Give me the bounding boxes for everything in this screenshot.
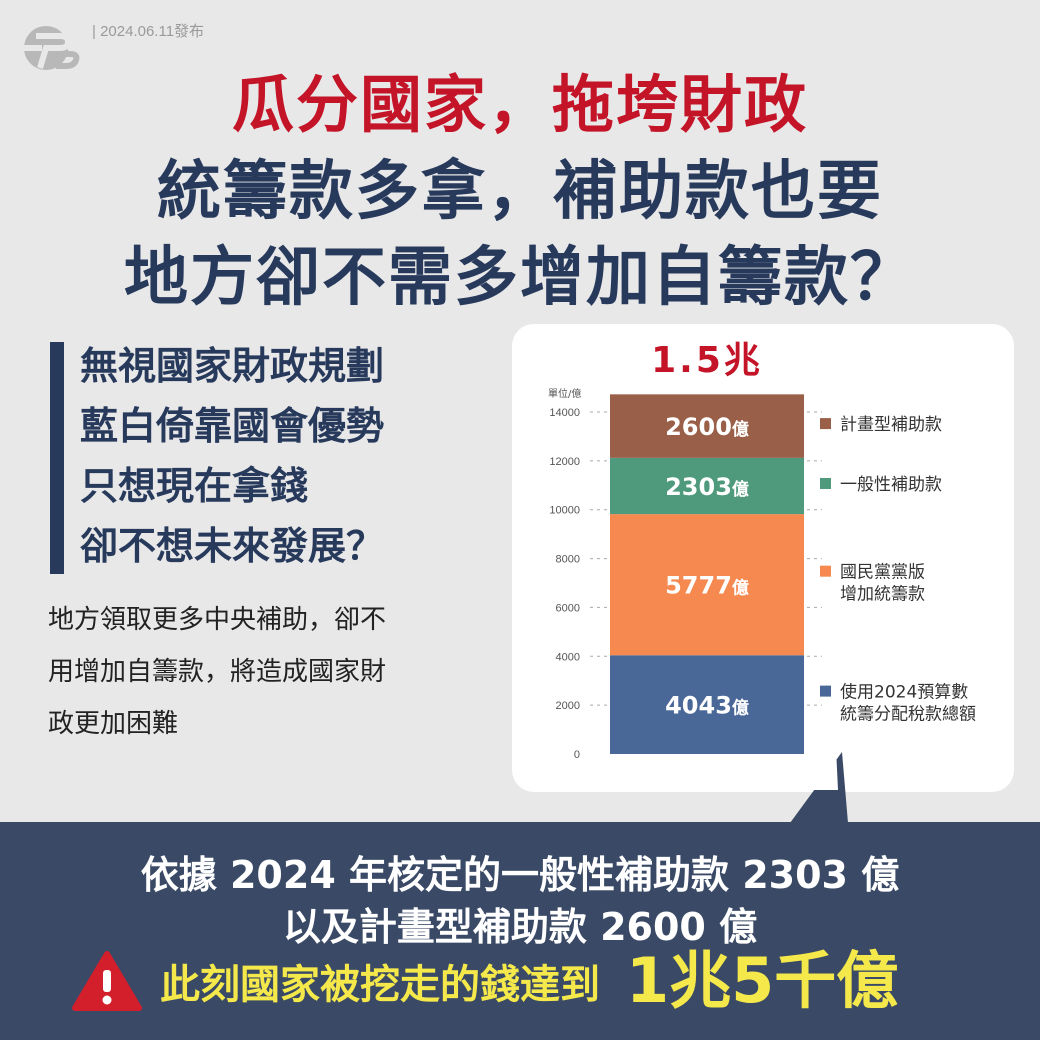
- bottom-line-3: 此刻國家被挖走的錢達到 1兆5千億: [72, 950, 898, 1012]
- bottom-line-1: 依據 2024 年核定的一般性補助款 2303 億: [140, 853, 900, 897]
- y-tick-label: 0: [574, 749, 580, 761]
- description: 地方領取更多中央補助，卻不 用增加自籌款，將造成國家財 政更加困難: [48, 596, 488, 752]
- description-line: 地方領取更多中央補助，卻不: [48, 605, 387, 635]
- legend-label: 計畫型補助款: [840, 415, 942, 435]
- chart-card: 1.5兆單位/億 0 2000 4000 6000 8000 10000 12000 14000…: [512, 324, 1014, 792]
- publish-date: | 2024.06.11發布: [92, 23, 205, 40]
- bar-segment: [610, 655, 804, 754]
- y-tick-label: 2000: [556, 700, 580, 712]
- headline-line-1: 瓜分國家，拖垮財政: [231, 68, 808, 141]
- chart-total-label: 1.5兆: [651, 340, 763, 381]
- dpp-logo: [24, 26, 80, 70]
- y-tick-label: 12000: [549, 456, 580, 468]
- description-line: 政更加困難: [48, 709, 179, 739]
- legend-label: 統籌分配稅款總額: [840, 705, 976, 725]
- quote-block: 無視國家財政規劃 藍白倚靠國會優勢 只想現在拿錢 卻不想未來發展？: [80, 338, 384, 578]
- bottom-panel: 依據 2024 年核定的一般性補助款 2303 億 以及計畫型補助款 2600 …: [0, 822, 1040, 1040]
- bottom-statement: 此刻國家被挖走的錢達到: [160, 962, 600, 1008]
- y-axis-unit-label: 單位/億: [548, 387, 581, 400]
- bar-data-label: 5777億: [665, 572, 749, 600]
- bar-segment: [610, 457, 804, 515]
- headline-line-2: 統籌款多拿，補助款也要: [157, 155, 883, 229]
- bar-data-label: 2600億: [665, 413, 749, 441]
- bar-data-label: 4043億: [665, 692, 749, 720]
- legend-label: 增加統籌款: [840, 585, 925, 605]
- description-line: 用增加自籌款，將造成國家財: [48, 657, 387, 687]
- quote-line: 卻不想未來發展？: [80, 524, 385, 568]
- bar-data-label: 2303億: [665, 473, 749, 501]
- legend-label: 使用2024預算數: [840, 682, 968, 703]
- y-tick-label: 14000: [549, 407, 580, 419]
- headline-line-3: 地方卻不需多增加自籌款？: [124, 241, 916, 315]
- quote-line: 無視國家財政規劃: [80, 344, 385, 388]
- quote-line: 只想現在拿錢: [80, 464, 309, 508]
- y-tick-label: 8000: [556, 554, 580, 566]
- legend-swatch: [820, 565, 831, 577]
- legend-label: 一般性補助款: [840, 475, 942, 495]
- legend-label: 國民黨黨版: [840, 563, 925, 583]
- bottom-line-2: 以及計畫型補助款 2600 億: [282, 905, 758, 949]
- y-tick-label: 6000: [556, 602, 580, 614]
- bar-segment: [610, 514, 804, 656]
- bottom-highlight: 1兆5千億: [626, 944, 899, 1017]
- y-tick-label: 4000: [556, 651, 580, 663]
- legend-swatch: [820, 477, 831, 489]
- quote-line: 藍白倚靠國會優勢: [80, 404, 385, 448]
- warning-icon: [72, 951, 142, 1011]
- legend-swatch: [820, 685, 831, 697]
- quote-bar: [50, 342, 64, 574]
- y-tick-label: 10000: [549, 505, 580, 517]
- bar-segment: [610, 394, 804, 458]
- legend-swatch: [820, 418, 831, 430]
